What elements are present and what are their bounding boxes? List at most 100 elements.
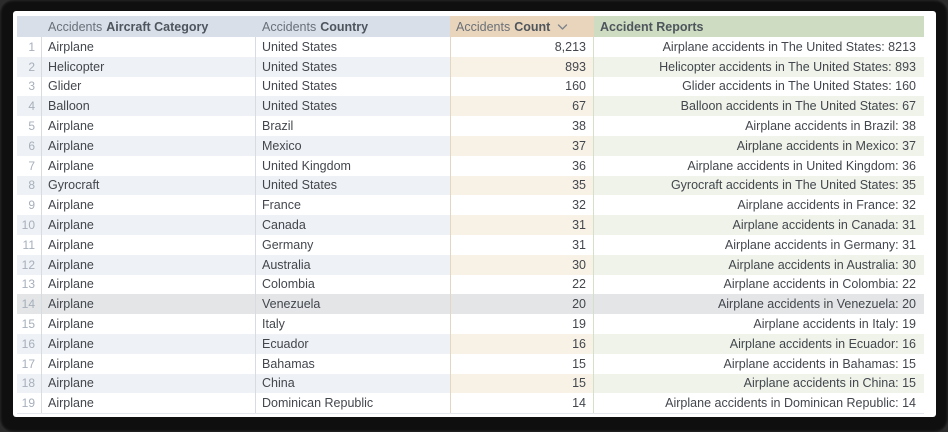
country-cell: United States bbox=[256, 175, 450, 196]
aircraft-category-cell: Airplane bbox=[42, 135, 256, 156]
count-cell: 35 bbox=[450, 175, 594, 196]
table-header-row: Accidents Aircraft Category Accidents Co… bbox=[17, 16, 924, 37]
row-number-cell: 8 bbox=[17, 175, 42, 196]
count-cell: 67 bbox=[450, 96, 594, 117]
country-cell: Germany bbox=[256, 234, 450, 255]
accident-report-cell: Balloon accidents in The United States: … bbox=[594, 96, 924, 117]
row-number-cell: 5 bbox=[17, 116, 42, 136]
row-number-cell: 2 bbox=[17, 56, 42, 77]
table-row[interactable]: 5 Airplane Brazil 38 Airplane accidents … bbox=[17, 116, 924, 136]
accident-report-cell: Airplane accidents in Bahamas: 15 bbox=[594, 353, 924, 374]
country-cell: Canada bbox=[256, 215, 450, 235]
column-label: Accident Reports bbox=[600, 19, 704, 34]
aircraft-category-cell: Balloon bbox=[42, 96, 256, 117]
accident-report-cell: Airplane accidents in Ecuador: 16 bbox=[594, 333, 924, 354]
country-cell: United States bbox=[256, 76, 450, 97]
country-cell: Australia bbox=[256, 254, 450, 275]
country-cell: Brazil bbox=[256, 116, 450, 136]
row-number-cell: 16 bbox=[17, 333, 42, 354]
aircraft-category-cell: Airplane bbox=[42, 274, 256, 295]
country-cell: United Kingdom bbox=[256, 155, 450, 176]
table-row[interactable]: 3 Glider United States 160 Glider accide… bbox=[17, 76, 924, 97]
column-header-count[interactable]: Accidents Count bbox=[450, 16, 594, 37]
aircraft-category-cell: Airplane bbox=[42, 393, 256, 414]
accident-report-cell: Airplane accidents in Italy: 19 bbox=[594, 314, 924, 334]
country-cell: Mexico bbox=[256, 135, 450, 156]
count-cell: 32 bbox=[450, 195, 594, 216]
count-cell: 19 bbox=[450, 314, 594, 334]
table-row[interactable]: 8 Gyrocraft United States 35 Gyrocraft a… bbox=[17, 175, 924, 196]
country-cell: Colombia bbox=[256, 274, 450, 295]
table-row[interactable]: 14 Airplane Venezuela 20 Airplane accide… bbox=[17, 294, 924, 315]
accident-report-cell: Airplane accidents in Venezuela: 20 bbox=[594, 294, 924, 315]
table-row[interactable]: 19 Airplane Dominican Republic 14 Airpla… bbox=[17, 393, 924, 414]
count-cell: 37 bbox=[450, 135, 594, 156]
table-row[interactable]: 15 Airplane Italy 19 Airplane accidents … bbox=[17, 314, 924, 334]
accident-report-cell: Glider accidents in The United States: 1… bbox=[594, 76, 924, 97]
aircraft-category-cell: Helicopter bbox=[42, 56, 256, 77]
table-row[interactable]: 11 Airplane Germany 31 Airplane accident… bbox=[17, 234, 924, 255]
row-number-cell: 13 bbox=[17, 274, 42, 295]
column-prefix: Accidents bbox=[262, 19, 317, 34]
aircraft-category-cell: Glider bbox=[42, 76, 256, 97]
aircraft-category-cell: Airplane bbox=[42, 314, 256, 334]
table-row[interactable]: 4 Balloon United States 67 Balloon accid… bbox=[17, 96, 924, 117]
row-number-cell: 12 bbox=[17, 254, 42, 275]
table-row[interactable]: 9 Airplane France 32 Airplane accidents … bbox=[17, 195, 924, 216]
country-cell: Venezuela bbox=[256, 294, 450, 315]
table-row[interactable]: 17 Airplane Bahamas 15 Airplane accident… bbox=[17, 353, 924, 374]
accident-report-cell: Airplane accidents in Dominican Republic… bbox=[594, 393, 924, 414]
aircraft-category-cell: Gyrocraft bbox=[42, 175, 256, 196]
count-cell: 8,213 bbox=[450, 37, 594, 57]
accident-report-cell: Gyrocraft accidents in The United States… bbox=[594, 175, 924, 196]
table-row[interactable]: 12 Airplane Australia 30 Airplane accide… bbox=[17, 254, 924, 275]
aircraft-category-cell: Airplane bbox=[42, 353, 256, 374]
aircraft-category-cell: Airplane bbox=[42, 195, 256, 216]
table-row[interactable]: 7 Airplane United Kingdom 36 Airplane ac… bbox=[17, 155, 924, 176]
column-header-country[interactable]: Accidents Country bbox=[256, 16, 450, 37]
row-number-cell: 19 bbox=[17, 393, 42, 414]
count-cell: 38 bbox=[450, 116, 594, 136]
country-cell: United States bbox=[256, 96, 450, 117]
count-cell: 22 bbox=[450, 274, 594, 295]
chevron-down-icon[interactable] bbox=[557, 23, 568, 31]
accident-report-cell: Airplane accidents in The United States:… bbox=[594, 37, 924, 57]
column-header-accident-reports[interactable]: Accident Reports bbox=[594, 16, 924, 37]
table-row[interactable]: 13 Airplane Colombia 22 Airplane acciden… bbox=[17, 274, 924, 295]
row-number-cell: 10 bbox=[17, 215, 42, 235]
table-row[interactable]: 1 Airplane United States 8,213 Airplane … bbox=[17, 37, 924, 57]
row-number-cell: 18 bbox=[17, 373, 42, 394]
aircraft-category-cell: Airplane bbox=[42, 215, 256, 235]
accident-report-cell: Airplane accidents in Australia: 30 bbox=[594, 254, 924, 275]
accident-report-cell: Airplane accidents in France: 32 bbox=[594, 195, 924, 216]
count-cell: 160 bbox=[450, 76, 594, 97]
row-number-cell: 17 bbox=[17, 353, 42, 374]
country-cell: China bbox=[256, 373, 450, 394]
table-row[interactable]: 16 Airplane Ecuador 16 Airplane accident… bbox=[17, 333, 924, 354]
table-row[interactable]: 6 Airplane Mexico 37 Airplane accidents … bbox=[17, 135, 924, 156]
accident-report-cell: Airplane accidents in Colombia: 22 bbox=[594, 274, 924, 295]
country-cell: United States bbox=[256, 37, 450, 57]
count-cell: 893 bbox=[450, 56, 594, 77]
count-cell: 16 bbox=[450, 333, 594, 354]
country-cell: France bbox=[256, 195, 450, 216]
app-screen: Accidents Aircraft Category Accidents Co… bbox=[13, 11, 936, 417]
column-header-aircraft-category[interactable]: Accidents Aircraft Category bbox=[42, 16, 256, 37]
count-cell: 31 bbox=[450, 215, 594, 235]
accidents-table: Accidents Aircraft Category Accidents Co… bbox=[17, 16, 924, 415]
column-label: Country bbox=[320, 19, 369, 34]
country-cell: United States bbox=[256, 56, 450, 77]
row-number-cell: 9 bbox=[17, 195, 42, 216]
row-number-cell: 11 bbox=[17, 234, 42, 255]
table-row[interactable]: 2 Helicopter United States 893 Helicopte… bbox=[17, 56, 924, 77]
row-number-cell: 14 bbox=[17, 294, 42, 315]
table-row[interactable]: 10 Airplane Canada 31 Airplane accidents… bbox=[17, 215, 924, 235]
column-label: Aircraft Category bbox=[106, 19, 209, 34]
aircraft-category-cell: Airplane bbox=[42, 37, 256, 57]
table-row[interactable]: 18 Airplane China 15 Airplane accidents … bbox=[17, 373, 924, 394]
count-cell: 36 bbox=[450, 155, 594, 176]
row-number-cell: 7 bbox=[17, 155, 42, 176]
count-cell: 14 bbox=[450, 393, 594, 414]
accident-report-cell: Airplane accidents in Mexico: 37 bbox=[594, 135, 924, 156]
accident-report-cell: Helicopter accidents in The United State… bbox=[594, 56, 924, 77]
